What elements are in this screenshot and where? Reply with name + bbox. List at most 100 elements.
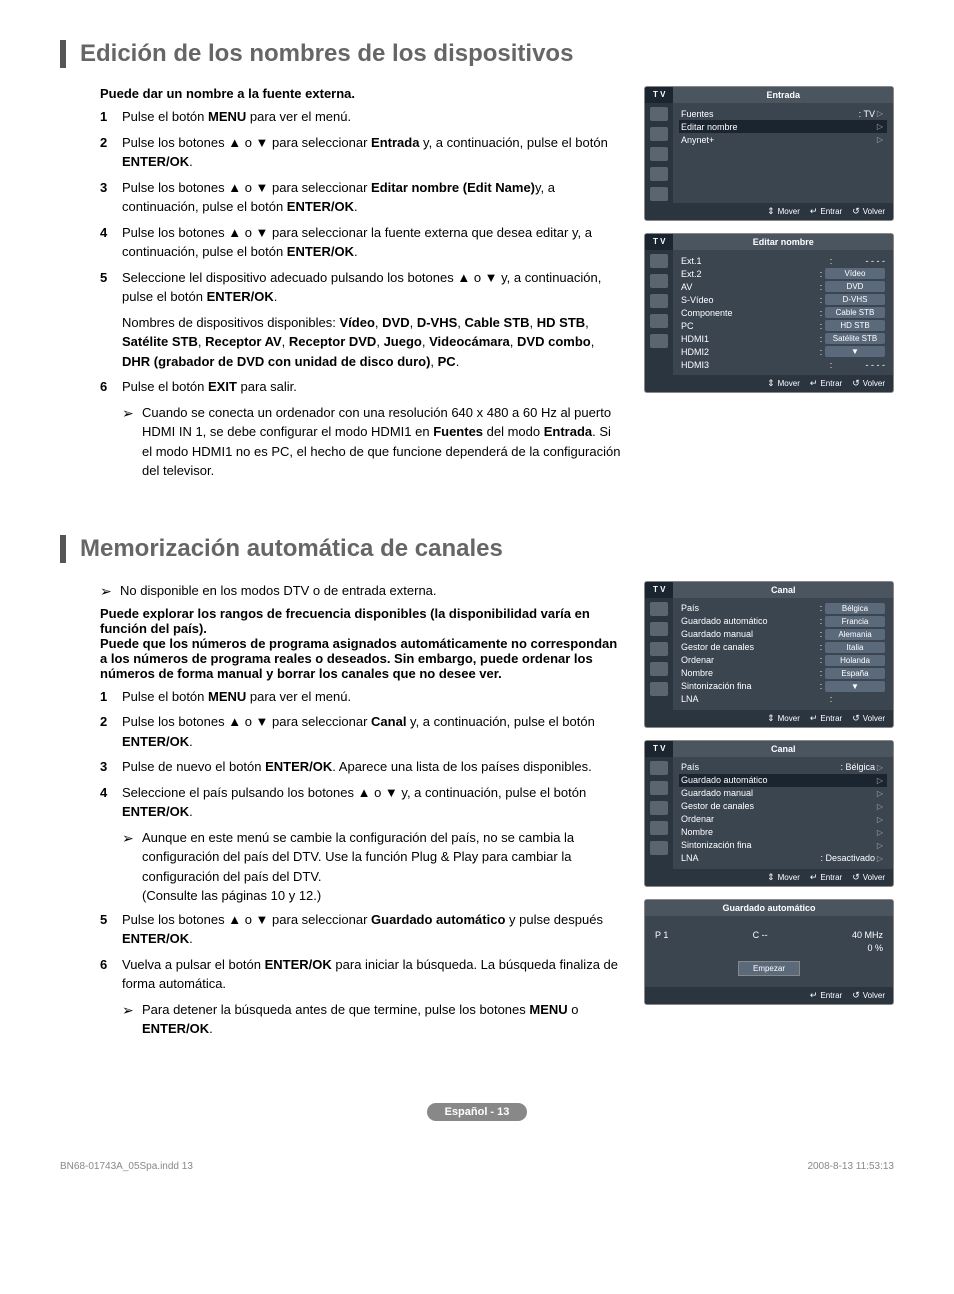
menu-value: - - - - <box>835 360 885 370</box>
menu-row[interactable]: HDMI1:Satélite STB <box>679 332 887 345</box>
menu-row[interactable]: Gestor de canales:Italia <box>679 641 887 654</box>
panel-tab-tv: T V <box>645 234 673 250</box>
return-icon: ↺ <box>852 990 860 1001</box>
return-icon: ↺ <box>852 378 860 389</box>
menu-label: Guardado manual <box>681 629 817 639</box>
osd-panel-guardado-auto: Guardado automático P 1 C -- 40 MHz 0 % … <box>644 899 894 1005</box>
menu-row[interactable]: Guardado manual:Alemania <box>679 628 887 641</box>
panel-body: Ext.1:- - - -Ext.2:VídeoAV:DVDS-Vídeo:D-… <box>645 250 893 375</box>
menu-row[interactable]: Nombre▷ <box>679 826 887 839</box>
step-note: ➢Aunque en este menú se cambie la config… <box>122 828 624 906</box>
menu-row[interactable]: Nombre:España <box>679 667 887 680</box>
chevron-right-icon: ▷ <box>875 815 885 824</box>
enter-icon: ↵ <box>810 872 818 883</box>
menu-row[interactable]: Guardado automático▷ <box>679 774 887 787</box>
panel-footer: ⇕Mover ↵Entrar ↺Volver <box>645 710 893 727</box>
menu-row[interactable]: Fuentes: TV▷ <box>679 107 887 120</box>
step: 1Pulse el botón MENU para ver el menú. <box>100 687 624 707</box>
menu-row[interactable]: Ext.2:Vídeo <box>679 267 887 280</box>
step: 4Pulse los botones ▲ o ▼ para selecciona… <box>100 223 624 262</box>
step-text: Pulse el botón EXIT para salir. <box>122 377 624 397</box>
menu-row[interactable]: PC:HD STB <box>679 319 887 332</box>
menu-row[interactable]: LNA: Desactivado▷ <box>679 852 887 865</box>
panel-menu: País:BélgicaGuardado automático:FranciaG… <box>673 598 893 710</box>
menu-row[interactable]: País:Bélgica <box>679 602 887 615</box>
menu-row[interactable]: Guardado automático:Francia <box>679 615 887 628</box>
osd-panel-canal-pais: T V Canal País:BélgicaGuardado automátic… <box>644 581 894 728</box>
step-number: 6 <box>100 377 122 397</box>
panel-icon <box>650 642 668 656</box>
menu-label: Ext.1 <box>681 256 827 266</box>
chevron-right-icon: ▷ <box>875 841 885 850</box>
step-number: 3 <box>100 757 122 777</box>
step: 1Pulse el botón MENU para ver el menú. <box>100 107 624 127</box>
chevron-right-icon: ▷ <box>875 802 885 811</box>
menu-value-box: Cable STB <box>825 307 885 318</box>
menu-row[interactable]: Sintonización fina▷ <box>679 839 887 852</box>
step-text: Pulse los botones ▲ o ▼ para seleccionar… <box>122 910 624 949</box>
menu-colon: : <box>817 603 825 613</box>
menu-row[interactable]: Anynet+ ▷ <box>679 133 887 146</box>
panel-row: P 1 C -- 40 MHz <box>655 930 883 940</box>
step-text: Pulse los botones ▲ o ▼ para seleccionar… <box>122 133 624 172</box>
panel-sidebar-icons <box>645 598 673 710</box>
menu-row[interactable]: LNA: <box>679 693 887 706</box>
menu-label: Ordenar <box>681 655 817 665</box>
panel-icon <box>650 294 668 308</box>
panel-footer: ↵Entrar ↺Volver <box>645 987 893 1004</box>
step-number: 6 <box>100 955 122 994</box>
panel-icon <box>650 274 668 288</box>
footer-mover: ⇕Mover <box>767 872 800 883</box>
panel-row: 0 % <box>655 943 883 953</box>
return-icon: ↺ <box>852 872 860 883</box>
menu-row[interactable]: Ordenar:Holanda <box>679 654 887 667</box>
step-number: 2 <box>100 133 122 172</box>
menu-label: Anynet+ <box>681 135 825 145</box>
section2-panels: T V Canal País:BélgicaGuardado automátic… <box>644 581 894 1043</box>
menu-row[interactable]: HDMI2:▼ <box>679 345 887 358</box>
footer-volver: ↺Volver <box>852 872 885 883</box>
enter-icon: ↵ <box>810 378 818 389</box>
menu-row[interactable]: País: Bélgica▷ <box>679 761 887 774</box>
menu-row[interactable]: AV:DVD <box>679 280 887 293</box>
panel-header: T V Canal <box>645 741 893 757</box>
menu-row[interactable]: Ordenar▷ <box>679 813 887 826</box>
chevron-right-icon: ▷ <box>875 122 885 131</box>
menu-colon: : <box>827 256 835 266</box>
step-text: Pulse el botón MENU para ver el menú. <box>122 107 624 127</box>
menu-row[interactable]: Componente:Cable STB <box>679 306 887 319</box>
menu-value: : Bélgica <box>825 762 875 772</box>
menu-row[interactable]: Ext.1:- - - - <box>679 254 887 267</box>
menu-colon: : <box>817 616 825 626</box>
menu-label: HDMI2 <box>681 347 817 357</box>
menu-value-box: ▼ <box>825 681 885 692</box>
menu-label: Editar nombre <box>681 122 825 132</box>
panel-title: Canal <box>673 582 893 598</box>
progress-pct: 0 % <box>867 943 883 953</box>
footer-entrar: ↵Entrar <box>810 872 842 883</box>
menu-row[interactable]: Guardado manual▷ <box>679 787 887 800</box>
chevron-right-icon: ▷ <box>875 135 885 144</box>
menu-row[interactable]: Sintonización fina:▼ <box>679 680 887 693</box>
footer-mover: ⇕Mover <box>767 713 800 724</box>
menu-row[interactable]: S-Vídeo:D-VHS <box>679 293 887 306</box>
menu-colon: : <box>817 681 825 691</box>
panel-icon <box>650 801 668 815</box>
freq-mhz: 40 MHz <box>852 930 883 940</box>
doc-info: BN68-01743A_05Spa.indd 13 2008-8-13 11:5… <box>60 1161 894 1172</box>
start-button[interactable]: Empezar <box>738 961 800 976</box>
note-arrow-icon: ➢ <box>122 403 142 481</box>
step: 4Seleccione el país pulsando los botones… <box>100 783 624 822</box>
menu-row[interactable]: Gestor de canales▷ <box>679 800 887 813</box>
menu-row[interactable]: Editar nombre ▷ <box>679 120 887 133</box>
menu-label: S-Vídeo <box>681 295 817 305</box>
menu-colon: : <box>817 629 825 639</box>
footer-mover: ⇕Mover <box>767 378 800 389</box>
step: 3Pulse los botones ▲ o ▼ para selecciona… <box>100 178 624 217</box>
menu-value-box: Italia <box>825 642 885 653</box>
step: 5Seleccione lel dispositivo adecuado pul… <box>100 268 624 307</box>
menu-value-box: ▼ <box>825 346 885 357</box>
step-number: 1 <box>100 107 122 127</box>
menu-row[interactable]: HDMI3:- - - - <box>679 358 887 371</box>
panel-sidebar-icons <box>645 250 673 375</box>
